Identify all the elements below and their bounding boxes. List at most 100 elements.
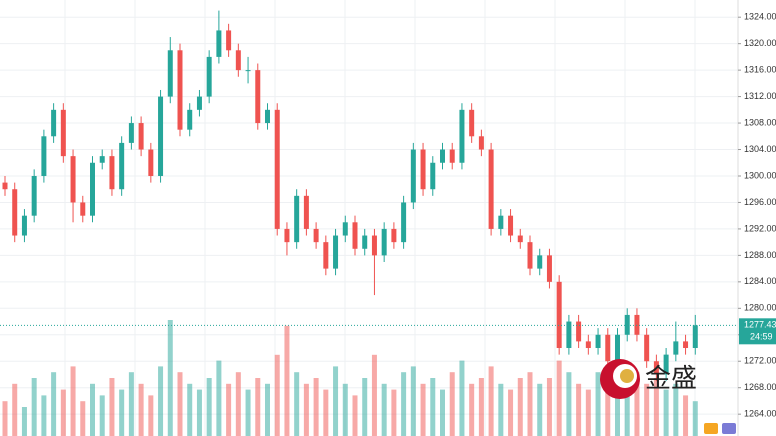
- candle-body: [440, 149, 445, 163]
- candle-body: [449, 149, 455, 163]
- price-axis: [738, 0, 776, 436]
- candle-body: [352, 222, 358, 249]
- volume-bar: [177, 372, 183, 436]
- candle-body: [51, 109, 57, 137]
- candle-body: [673, 341, 679, 355]
- candle-body: [80, 202, 86, 216]
- candle-body: [692, 325, 698, 349]
- y-tick-label: 1268.00: [744, 382, 776, 392]
- volume-bar: [323, 389, 329, 436]
- candle-body: [537, 255, 543, 269]
- candle-body: [109, 156, 115, 190]
- candle-body: [41, 136, 47, 176]
- volume-bar: [245, 389, 251, 436]
- candle-body: [12, 189, 18, 236]
- volume-bar: [566, 372, 572, 436]
- volume-bar: [294, 372, 300, 436]
- watermark: 金盛: [600, 359, 697, 399]
- volume-bar: [381, 383, 387, 436]
- volume-bar: [303, 383, 309, 436]
- candle-body: [401, 202, 407, 243]
- candle-body: [566, 321, 572, 349]
- candle-body: [226, 30, 232, 51]
- volume-bar: [265, 383, 270, 436]
- y-tick-label: 1320.00: [744, 38, 776, 48]
- volume-bar: [469, 383, 475, 436]
- candle-body: [60, 109, 66, 157]
- volume-bar: [12, 383, 18, 436]
- candle-body: [430, 162, 436, 190]
- volume-bar: [31, 378, 37, 436]
- candle-body: [459, 109, 465, 163]
- countdown: 24:59: [750, 332, 773, 342]
- volume-bar: [274, 354, 280, 436]
- icon[interactable]: [722, 423, 736, 434]
- last-price-label: 1277.43: [744, 320, 776, 330]
- volume-bar: [595, 372, 601, 436]
- volume-bar: [99, 395, 105, 436]
- volume-bar: [653, 378, 659, 436]
- volume-bar: [576, 383, 582, 436]
- volume-bar: [2, 401, 8, 436]
- candle-body: [527, 242, 533, 269]
- volume-bar: [255, 378, 261, 436]
- candle-body: [420, 149, 426, 190]
- candle-body: [644, 334, 650, 362]
- candle-body: [255, 70, 261, 124]
- candle-body: [119, 142, 125, 190]
- volume-bar: [692, 401, 698, 436]
- candle-body: [99, 156, 105, 163]
- candle-body: [196, 96, 202, 110]
- volume-bar: [51, 372, 57, 436]
- volume-bar: [605, 378, 611, 436]
- volume-bar: [235, 372, 241, 436]
- candle-body: [391, 228, 397, 243]
- volume-bar: [167, 320, 173, 436]
- volume-bar: [80, 401, 86, 436]
- volume-bar: [313, 378, 319, 436]
- candle-body: [653, 361, 659, 375]
- volume-bar: [410, 366, 416, 436]
- volume-bar: [488, 366, 494, 436]
- candle-body: [148, 149, 154, 176]
- volume-bar: [556, 360, 562, 436]
- volume-bar: [128, 372, 134, 436]
- candle-body: [342, 222, 348, 236]
- candle-body: [381, 228, 387, 256]
- y-tick-label: 1316.00: [744, 65, 776, 75]
- volume-bar: [478, 378, 484, 436]
- y-tick-label: 1304.00: [744, 144, 776, 154]
- candle-body: [313, 228, 319, 243]
- volume-bar: [624, 389, 630, 436]
- volume-bar: [284, 325, 290, 436]
- candle-body: [508, 215, 514, 236]
- candle-body: [478, 136, 484, 150]
- candle-body: [488, 149, 494, 229]
- candle-body: [216, 30, 222, 57]
- candle-body: [245, 70, 251, 72]
- candle-body: [187, 109, 193, 130]
- y-tick-label: 1308.00: [744, 117, 776, 127]
- y-tick-label: 1292.00: [744, 223, 776, 233]
- volume-bar: [362, 378, 368, 436]
- volume-bar: [371, 354, 377, 436]
- candle-body: [284, 228, 290, 243]
- icon[interactable]: [704, 423, 718, 434]
- volume-bar: [196, 389, 202, 436]
- volume-bar: [60, 389, 66, 436]
- candle-body: [517, 235, 523, 243]
- y-tick-label: 1300.00: [744, 170, 776, 180]
- candle-body: [303, 195, 309, 229]
- volume-bar: [440, 389, 445, 436]
- volume-bar: [663, 389, 669, 436]
- volume-bar: [683, 395, 689, 436]
- volume-bar: [226, 383, 232, 436]
- volume-bar: [673, 383, 679, 436]
- candle-body: [138, 123, 144, 150]
- y-tick-label: 1280.00: [744, 303, 776, 313]
- volume-bar: [498, 383, 504, 436]
- candle-body: [683, 341, 689, 349]
- y-tick-label: 1312.00: [744, 91, 776, 101]
- candle-body: [362, 235, 368, 249]
